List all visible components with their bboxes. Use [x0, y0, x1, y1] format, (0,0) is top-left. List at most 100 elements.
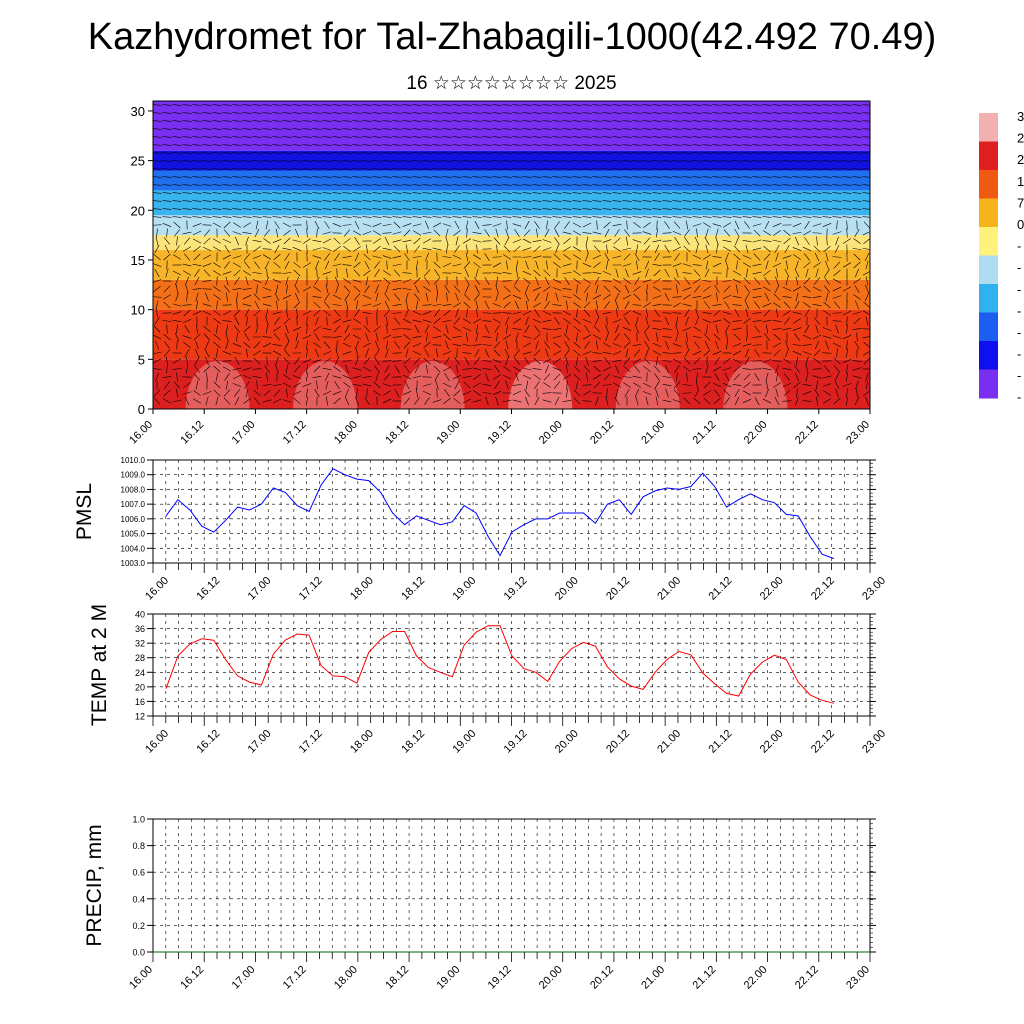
wind-barb	[865, 260, 869, 270]
wind-barb	[554, 317, 560, 325]
wind-barb	[742, 343, 752, 347]
wind-barb	[846, 348, 848, 358]
wind-barb	[415, 388, 419, 398]
wind-barb	[602, 384, 612, 386]
wind-barb	[732, 176, 742, 178]
wind-barb	[832, 286, 842, 292]
wind-barb	[262, 104, 272, 106]
wind-barb	[524, 220, 530, 230]
wind-barb	[192, 398, 202, 404]
wind-barb	[672, 136, 682, 138]
wind-barb	[853, 253, 861, 261]
wind-barb	[493, 349, 501, 357]
wind-barb	[712, 304, 722, 306]
wind-barb	[553, 341, 561, 349]
wind-barb	[484, 348, 490, 358]
wind-barb	[822, 104, 832, 106]
wind-barb	[432, 247, 442, 251]
wind-barb	[446, 292, 448, 302]
wind-barb	[784, 317, 790, 325]
wind-barb	[402, 272, 412, 274]
wind-barb	[392, 192, 402, 194]
wind-barb	[262, 336, 272, 338]
wind-barb	[846, 220, 848, 230]
wind-barb	[852, 311, 862, 315]
wind-barb	[625, 268, 629, 278]
wind-barb	[645, 268, 649, 278]
wind-barb	[283, 357, 291, 365]
wind-barb	[622, 208, 632, 210]
wind-barb	[306, 324, 308, 334]
wind-barb	[262, 287, 272, 291]
wind-barb	[776, 268, 778, 278]
wind-barb	[583, 278, 591, 284]
wind-barb	[743, 381, 751, 389]
wind-barb	[373, 390, 381, 396]
wind-barb	[175, 284, 179, 294]
wind-barb	[282, 176, 292, 178]
x-tick-label: 21.12	[707, 575, 735, 603]
wind-barb	[513, 245, 521, 253]
y-tick-label: 1009.0	[121, 471, 146, 480]
wind-barb	[524, 356, 530, 366]
wind-barb	[373, 245, 381, 253]
wind-barb	[823, 398, 831, 404]
wind-barb	[473, 261, 481, 269]
wind-barb	[172, 104, 182, 106]
wind-barb	[662, 383, 672, 387]
wind-barb	[402, 279, 412, 283]
wind-barb	[672, 128, 682, 130]
wind-barb	[534, 396, 540, 406]
wind-barb	[153, 325, 161, 333]
wind-barb	[702, 279, 712, 283]
wind-barb	[742, 112, 752, 114]
wind-barb	[542, 128, 552, 130]
wind-barb	[233, 309, 241, 317]
wind-barb	[282, 216, 292, 218]
wind-barb	[842, 184, 852, 186]
wind-barb	[795, 396, 799, 406]
wind-barb	[682, 303, 692, 307]
wind-barb	[602, 208, 612, 210]
wind-barb	[242, 160, 252, 162]
wind-barb	[733, 245, 741, 253]
wind-barb	[523, 229, 531, 237]
wind-barb	[462, 326, 472, 332]
wind-barb	[772, 328, 782, 330]
wind-barb	[723, 357, 731, 365]
wind-barb	[332, 200, 342, 202]
wind-barb	[495, 276, 499, 286]
wind-barb	[855, 268, 859, 278]
wind-barb	[456, 348, 458, 358]
wind-barb	[772, 128, 782, 130]
wind-barb	[575, 332, 579, 342]
wind-barb	[252, 168, 262, 170]
wind-barb	[492, 176, 502, 178]
wind-barb	[814, 277, 820, 285]
wind-barb	[372, 112, 382, 114]
wind-barb	[324, 372, 330, 382]
wind-barb	[712, 223, 722, 227]
y-tick-label: 1006.0	[121, 515, 146, 524]
wind-barb	[373, 230, 381, 236]
wind-barb	[222, 238, 232, 244]
wind-barb	[695, 316, 699, 326]
wind-barb	[412, 375, 422, 379]
wind-barb	[742, 144, 752, 146]
wind-barb	[183, 341, 191, 349]
wind-barb	[172, 303, 182, 307]
wind-barb	[802, 351, 812, 355]
wind-barb	[313, 309, 321, 317]
wind-barb	[262, 399, 272, 403]
wind-barb	[642, 152, 652, 154]
wind-barb	[573, 397, 581, 405]
wind-barb	[413, 230, 421, 236]
x-tick-label: 16.00	[143, 575, 171, 603]
wind-barb	[405, 300, 409, 310]
wind-barb	[292, 216, 302, 218]
wind-barb	[692, 223, 702, 227]
wind-barb	[692, 168, 702, 170]
wind-barb	[192, 238, 202, 244]
wind-barb	[374, 357, 380, 365]
wind-barb	[452, 263, 462, 267]
